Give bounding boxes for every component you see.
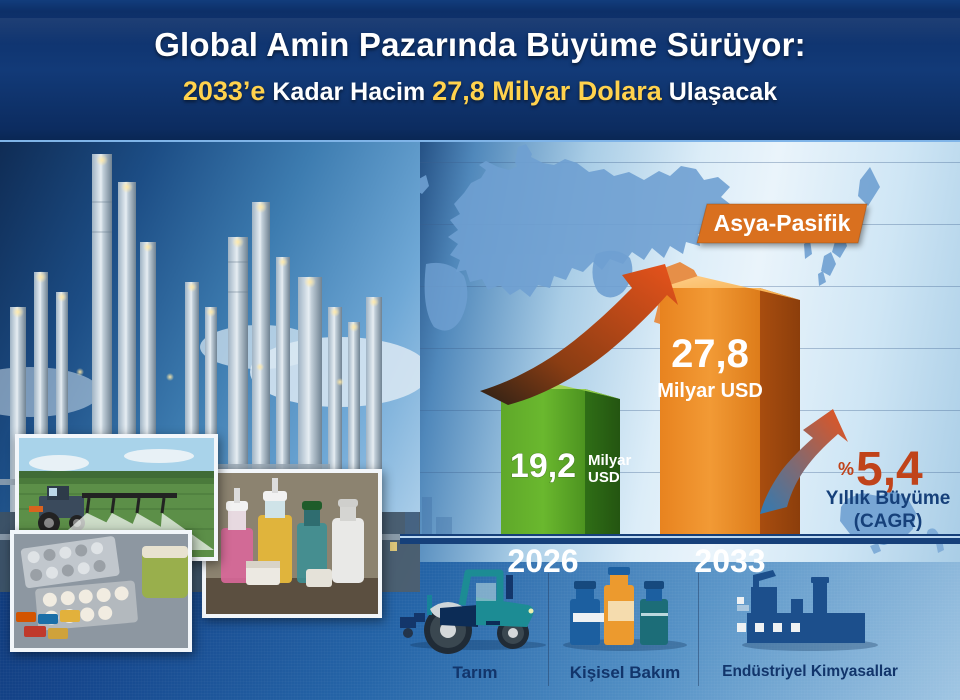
svg-text:27,8: 27,8 [671,332,749,376]
svg-text:%: % [838,459,854,479]
svg-text:Milyar USD: Milyar USD [657,380,763,402]
svg-text:19,2: 19,2 [510,447,576,485]
svg-text:Milyar: Milyar [588,452,632,469]
svg-text:USD: USD [588,469,620,486]
svg-text:(CAGR): (CAGR) [854,511,923,532]
svg-text:Yıllık Büyüme: Yıllık Büyüme [826,488,951,509]
